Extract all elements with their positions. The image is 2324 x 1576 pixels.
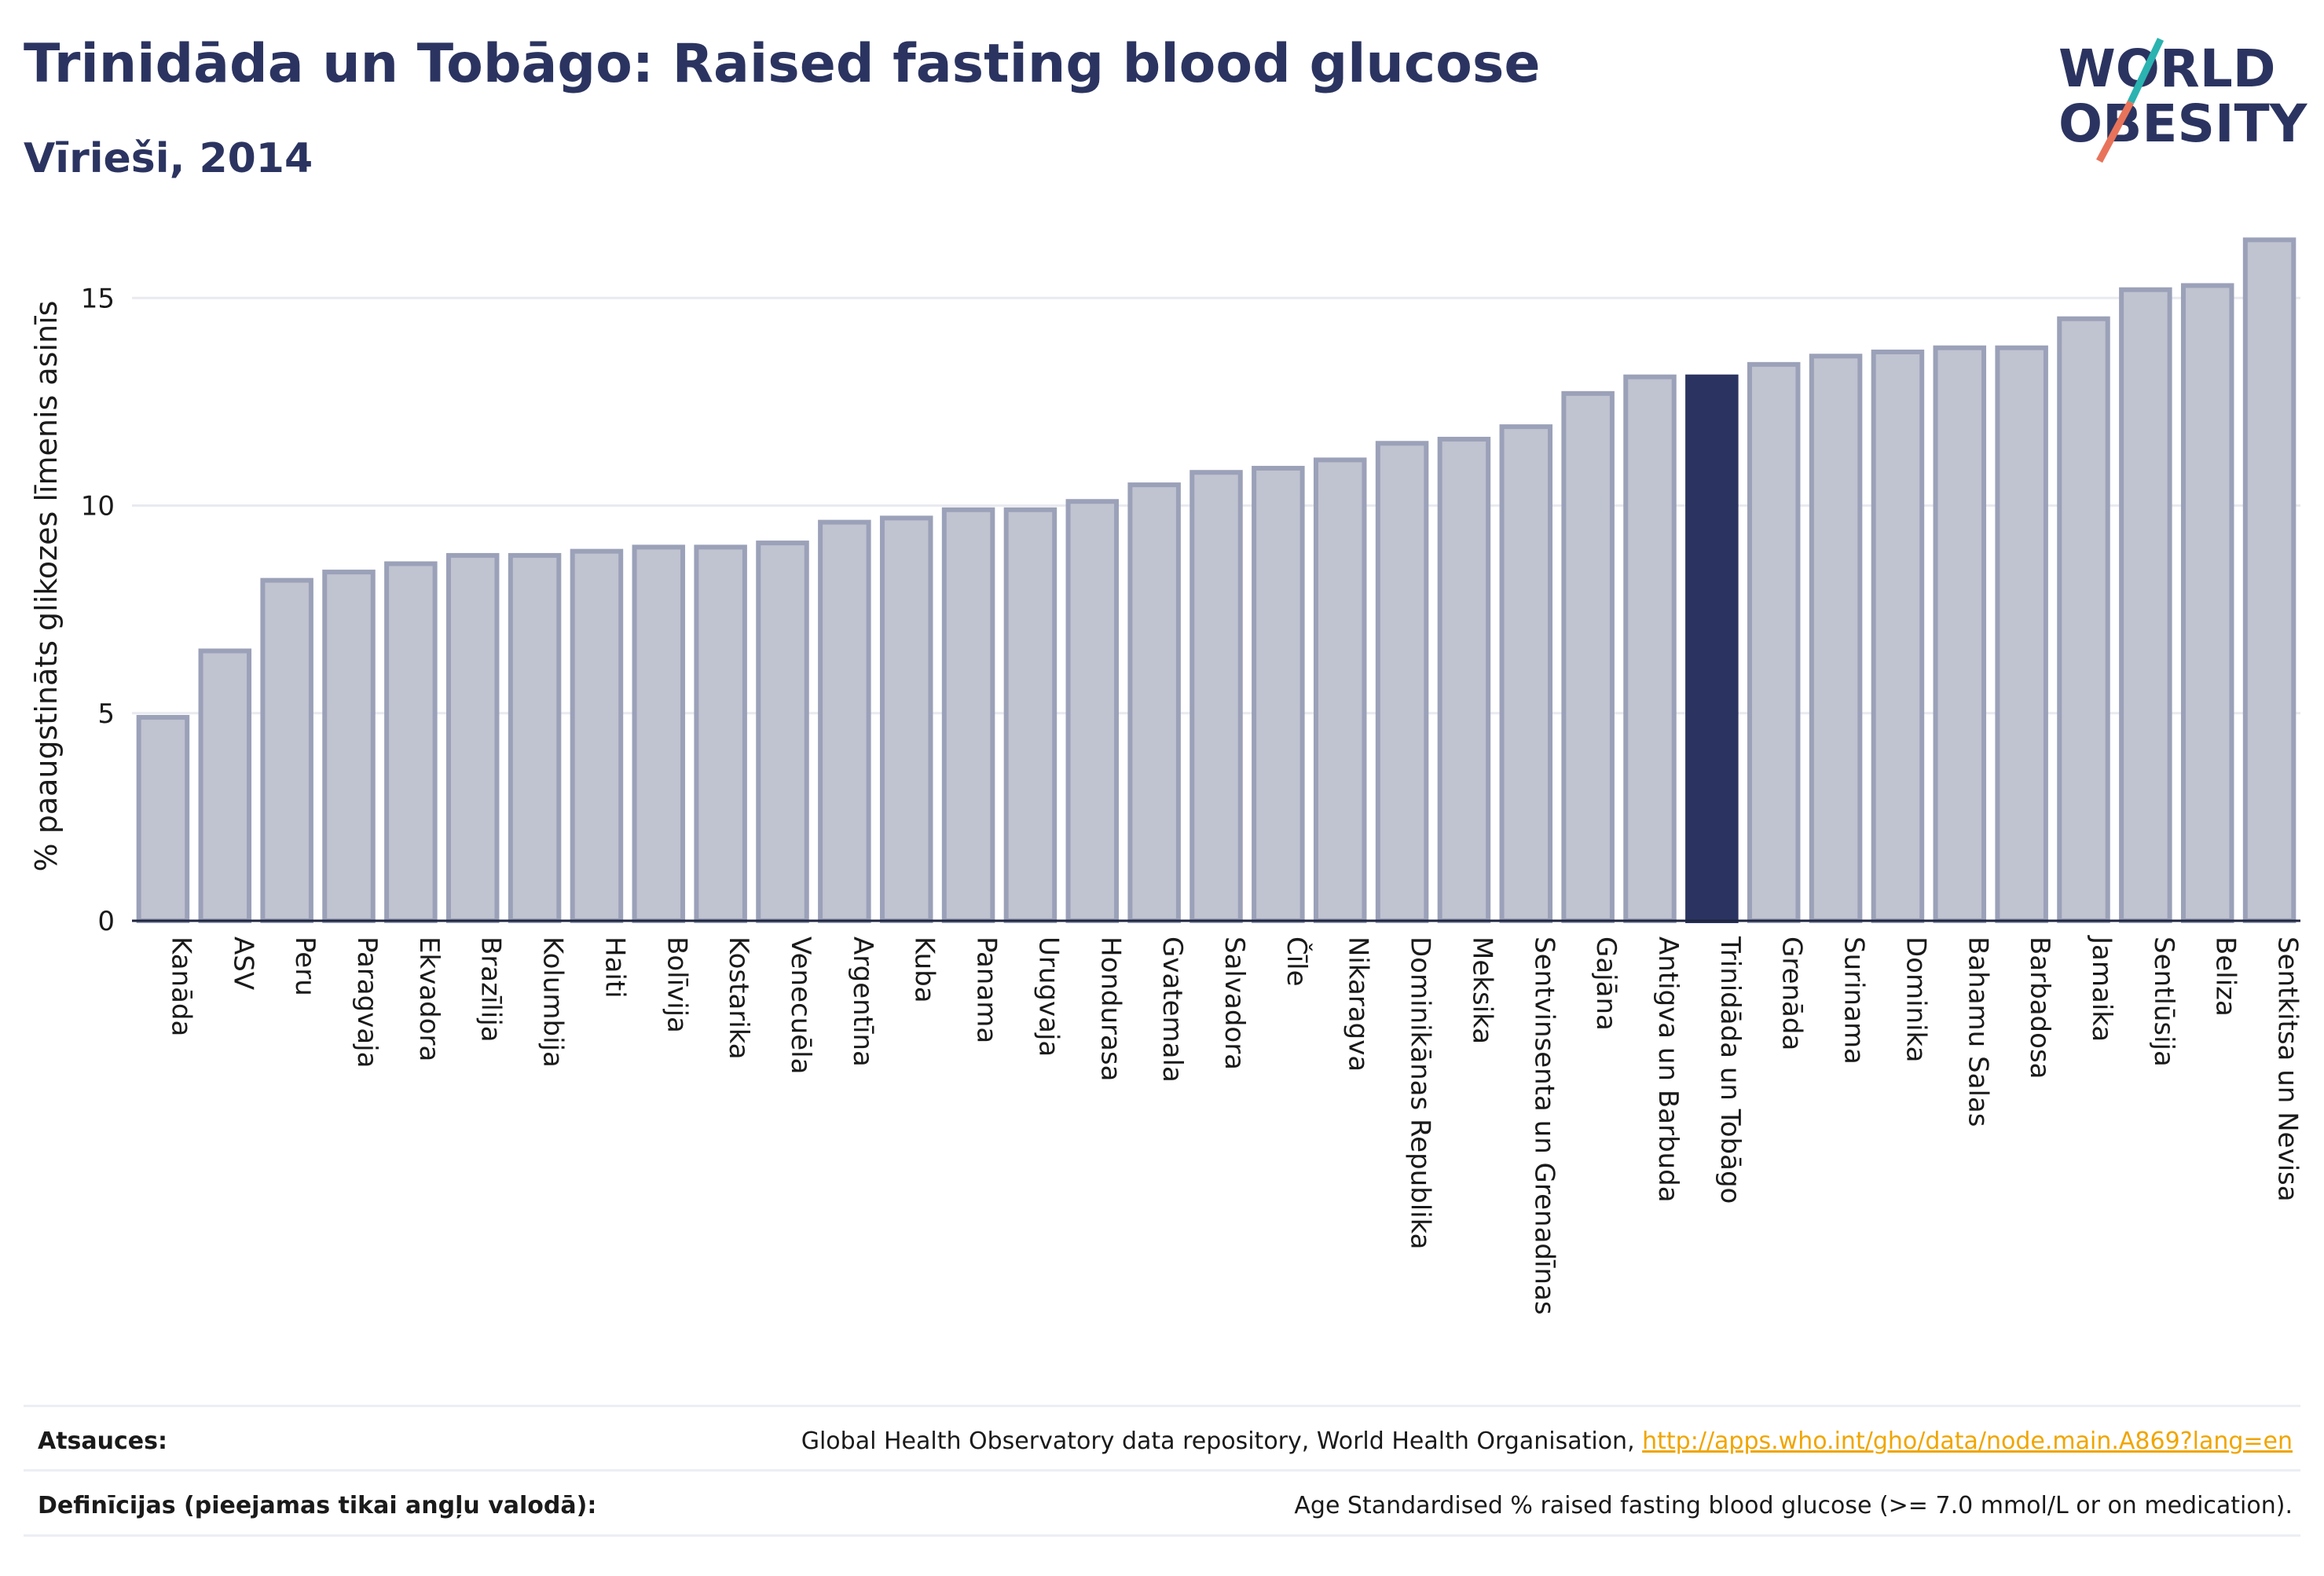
bar	[1375, 441, 1429, 923]
x-tick-label: Argentīna	[847, 936, 878, 1067]
x-tick-label: Ekvadora	[413, 936, 445, 1061]
bar	[2180, 283, 2234, 924]
x-tick-label: Dominikānas Republika	[1405, 936, 1436, 1250]
logo-line1: WORLD	[2058, 38, 2276, 99]
bar	[1995, 345, 2048, 923]
x-tick-label: Salvadora	[1219, 936, 1250, 1070]
x-tick-label: Kanāda	[165, 936, 196, 1036]
logo-slash-coral	[2096, 100, 2134, 163]
chart-subtitle: Vīrieši, 2014	[24, 135, 313, 182]
y-tick-label: 15	[81, 283, 115, 314]
x-tick-label: Peru	[289, 936, 321, 996]
bar	[1437, 436, 1491, 923]
bar	[1685, 374, 1739, 923]
bar	[694, 544, 747, 923]
sources-link[interactable]: http://apps.who.int/gho/data/node.main.A…	[1642, 1428, 2293, 1455]
bar	[1003, 507, 1058, 923]
x-tick-label: Venecuēla	[785, 936, 816, 1074]
bar	[1871, 349, 1925, 923]
x-tick-label: Kuba	[909, 936, 940, 1003]
bar	[1189, 470, 1243, 923]
bar	[2242, 237, 2297, 923]
bar	[818, 519, 871, 923]
x-tick-label: Dominika	[1900, 936, 1931, 1062]
bar	[508, 552, 562, 924]
bar	[879, 515, 933, 923]
bar	[445, 552, 500, 924]
bar	[2057, 316, 2110, 923]
bar	[1252, 465, 1305, 923]
bar	[1561, 390, 1615, 924]
bar	[1065, 499, 1120, 923]
x-tick-label: Panama	[971, 936, 1003, 1043]
bar	[1809, 354, 1863, 923]
x-tick-label: Sentvinsenta un Grenadīnas	[1528, 936, 1560, 1315]
x-tick-label: Beliza	[2210, 936, 2242, 1017]
bar	[384, 561, 438, 924]
x-tick-label: Čīle	[1281, 936, 1313, 987]
sources-text: Global Health Observatory data repositor…	[801, 1428, 1643, 1455]
x-tick-label: Urugvaja	[1032, 936, 1064, 1057]
x-tick-label: Barbadosa	[2024, 936, 2055, 1079]
bar	[1313, 457, 1367, 923]
x-tick-label: Sentlūsija	[2148, 936, 2179, 1067]
definitions-text: Age Standardised % raised fasting blood …	[1294, 1492, 2293, 1519]
x-tick-label: Sentkitsa un Nevisa	[2272, 936, 2304, 1202]
bar	[570, 548, 624, 923]
x-tick-label: Bahamu Salas	[1962, 936, 1993, 1127]
logo-slash-teal	[2127, 38, 2165, 104]
x-tick-label: ASV	[227, 936, 258, 990]
x-tick-label: Grenāda	[1776, 936, 1808, 1050]
x-tick-label: Antigva un Barbuda	[1652, 936, 1684, 1203]
x-tick-label: Surinama	[1838, 936, 1870, 1065]
x-tick-label: Bolīvija	[661, 936, 692, 1033]
sources-label: Atsauces:	[38, 1428, 167, 1455]
bar	[322, 570, 376, 924]
footer-definitions-row: Definīcijas (pieejamas tikai angļu valod…	[24, 1469, 2300, 1537]
x-tick-label: Nikaragva	[1343, 936, 1374, 1072]
bar	[632, 544, 686, 923]
bar	[1623, 374, 1677, 923]
x-tick-label: Kostarika	[723, 936, 754, 1060]
x-tick-label: Hondurasa	[1094, 936, 1126, 1081]
bar	[756, 541, 809, 923]
bar	[260, 577, 313, 923]
bar	[1127, 482, 1181, 923]
x-tick-label: Haiti	[599, 936, 630, 999]
chart-title: Trinidāda un Tobāgo: Raised fasting bloo…	[24, 33, 1541, 95]
bar	[1933, 345, 1987, 923]
logo-line2: OBESITY	[2058, 93, 2308, 154]
definitions-label: Definīcijas (pieejamas tikai angļu valod…	[38, 1492, 597, 1519]
x-tick-label: Paragvaja	[351, 936, 383, 1068]
x-tick-label: Gajāna	[1590, 936, 1622, 1031]
x-tick-label: Gvatemala	[1157, 936, 1188, 1083]
bar	[136, 715, 190, 923]
x-tick-label: Jamaika	[2086, 935, 2117, 1042]
x-tick-label: Brazīlija	[475, 936, 507, 1043]
world-obesity-logo: WORLD OBESITY	[2058, 38, 2308, 163]
sources-value: Global Health Observatory data repositor…	[801, 1428, 2293, 1455]
y-tick-label: 0	[97, 906, 115, 937]
y-tick-label: 10	[81, 491, 115, 522]
bar-chart: 0 5 10 15 % paaugstināts glikozes līmenis as…	[29, 237, 2304, 1315]
bar	[941, 507, 995, 923]
x-tick-label: Meksika	[1466, 936, 1497, 1044]
y-tick-label: 5	[97, 698, 115, 730]
x-tick-label: Kolumbija	[537, 936, 569, 1068]
bar	[1747, 361, 1801, 923]
x-tick-label: Trinidāda un Tobāgo	[1714, 936, 1746, 1204]
footer-sources-row: Atsauces: Global Health Observatory data…	[24, 1405, 2300, 1470]
bar	[198, 648, 252, 923]
bar	[2119, 287, 2172, 924]
y-axis-label: % paaugstināts glikozes līmenis asinīs	[29, 301, 64, 872]
bar	[1499, 424, 1553, 923]
